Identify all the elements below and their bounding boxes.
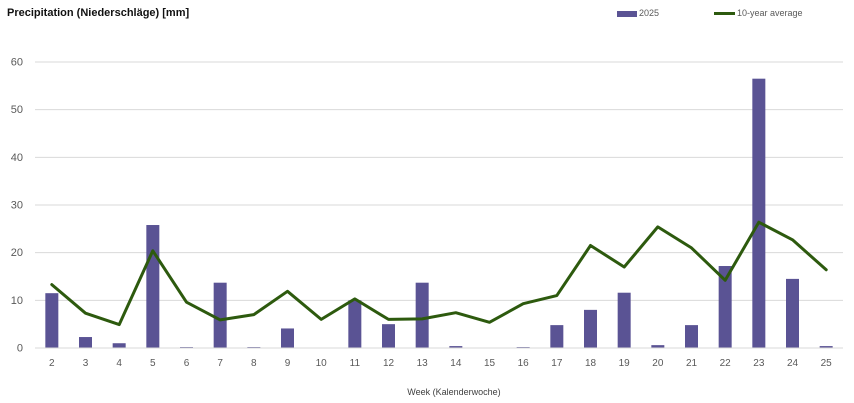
x-tick-label: 21 xyxy=(686,358,698,369)
x-tick-label: 8 xyxy=(251,358,257,369)
bar-12 xyxy=(382,324,395,348)
y-tick-label: 60 xyxy=(11,57,23,69)
legend-line-label: 10-year average xyxy=(737,8,803,18)
x-tick-label: 9 xyxy=(285,358,291,369)
x-tick-label: 5 xyxy=(150,358,156,369)
x-tick-label: 22 xyxy=(720,358,732,369)
x-tick-label: 3 xyxy=(83,358,89,369)
x-tick-label: 2 xyxy=(49,358,55,369)
bar-4 xyxy=(112,343,126,348)
x-tick-label: 11 xyxy=(350,358,361,369)
y-tick-label: 0 xyxy=(17,343,23,355)
y-axis-ticks: 0 10 20 30 40 50 60 xyxy=(11,57,23,355)
y-tick-label: 10 xyxy=(11,295,23,307)
x-tick-label: 24 xyxy=(787,358,799,369)
bar-21 xyxy=(685,325,698,348)
chart-title: Precipitation (Niederschläge) [mm] xyxy=(7,7,190,19)
legend-bar-label: 2025 xyxy=(639,8,660,18)
bar-25 xyxy=(819,346,833,348)
bar-19 xyxy=(617,292,631,348)
line-series xyxy=(50,220,828,327)
legend-bar-swatch xyxy=(617,10,637,17)
bar-series xyxy=(45,78,833,348)
x-tick-label: 23 xyxy=(753,358,765,369)
bar-24 xyxy=(786,278,799,348)
bar-9 xyxy=(281,328,294,348)
bar-3 xyxy=(79,337,92,348)
x-axis-ticks: 2 3 4 5 6 7 8 9 10 11 12 13 14 15 16 17 18 19 20 21 22 23 24 25 xyxy=(49,358,832,369)
x-tick-label: 14 xyxy=(450,358,462,369)
x-tick-label: 25 xyxy=(821,358,833,369)
bar-7 xyxy=(213,282,227,348)
x-tick-label: 10 xyxy=(316,358,328,369)
x-axis-title: Week (Kalenderwoche) xyxy=(407,387,501,397)
y-tick-label: 50 xyxy=(11,104,23,116)
x-tick-label: 19 xyxy=(619,358,631,369)
x-tick-label: 18 xyxy=(585,358,597,369)
x-tick-label: 6 xyxy=(184,358,190,369)
x-tick-label: 7 xyxy=(217,358,223,369)
x-tick-label: 20 xyxy=(652,358,664,369)
bar-20 xyxy=(651,345,665,348)
bar-23 xyxy=(752,78,766,348)
bar-22 xyxy=(718,266,732,348)
x-tick-label: 13 xyxy=(417,358,429,369)
y-tick-label: 40 xyxy=(11,152,23,164)
x-tick-label: 16 xyxy=(518,358,530,369)
gridlines xyxy=(35,61,843,301)
x-tick-label: 15 xyxy=(484,358,496,369)
bar-11 xyxy=(348,300,362,348)
x-tick-label: 17 xyxy=(551,358,563,369)
y-tick-label: 30 xyxy=(11,200,23,212)
bar-5 xyxy=(146,225,160,348)
bar-18 xyxy=(584,309,597,348)
y-tick-label: 20 xyxy=(11,247,23,259)
bar-13 xyxy=(415,282,429,348)
legend-item-bar-series: 2025 xyxy=(617,8,659,18)
x-tick-label: 4 xyxy=(116,358,122,369)
bar-2 xyxy=(45,293,59,348)
bar-14 xyxy=(449,346,463,348)
x-tick-label: 12 xyxy=(383,358,395,369)
bar-17 xyxy=(550,325,564,348)
average-line xyxy=(50,220,828,327)
legend-line-swatch xyxy=(714,12,735,16)
legend-item-line-series: 10-year average xyxy=(714,8,803,18)
